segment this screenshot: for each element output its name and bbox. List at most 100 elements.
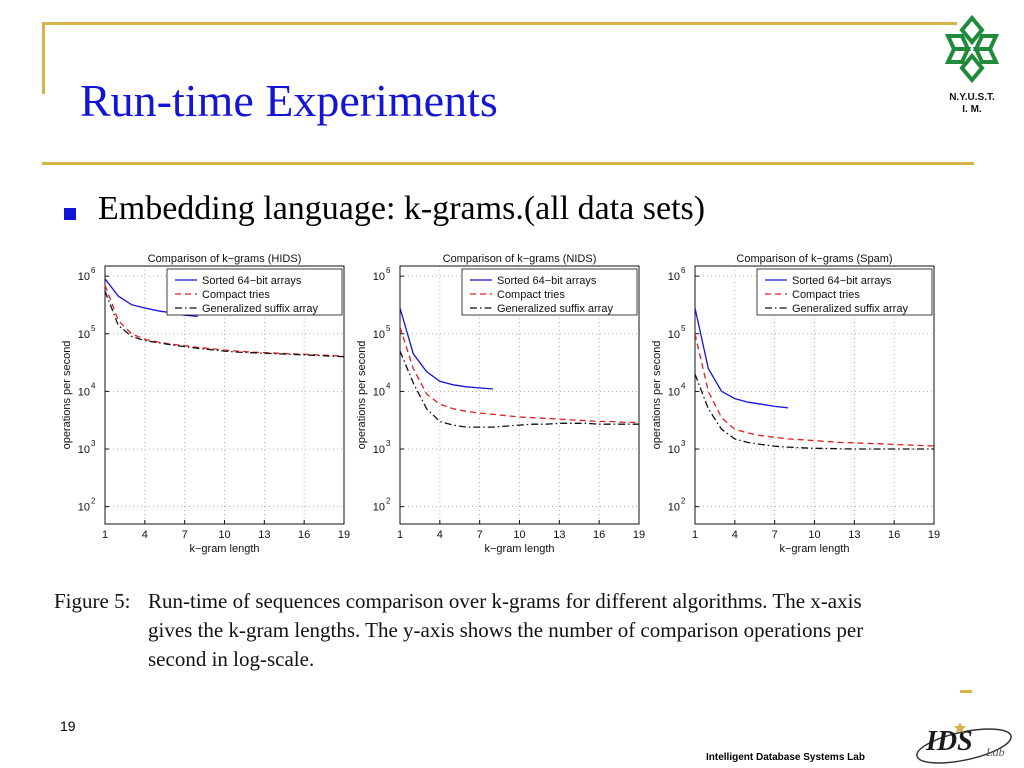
logo-caption-line1: N.Y.U.S.T. <box>949 92 995 103</box>
legend-label: Sorted 64−bit arrays <box>202 275 302 287</box>
y-tick-exponent: 5 <box>681 324 686 333</box>
svg-text:Lab: Lab <box>985 745 1005 759</box>
x-tick-label: 1 <box>397 529 403 541</box>
y-tick-exponent: 2 <box>681 497 686 506</box>
y-tick-exponent: 5 <box>386 324 391 333</box>
page-number: 19 <box>60 718 76 734</box>
chart-nids: Comparison of k−grams (NIDS) 1 4 7 10 13 16 19 1… <box>345 248 647 558</box>
lab-name: Intelligent Database Systems Lab <box>706 752 865 763</box>
series-line-2 <box>104 290 345 358</box>
caption-label: Figure 5: <box>54 589 131 613</box>
chart-title: Comparison of k−grams (NIDS) <box>443 253 597 265</box>
x-tick-label: 10 <box>808 529 820 541</box>
x-tick-label: 1 <box>102 529 108 541</box>
logo-caption-line2: I. M. <box>962 104 982 115</box>
y-tick-label: 10 <box>668 329 680 341</box>
y-axis-label: operations per second <box>356 341 368 450</box>
y-tick-label: 10 <box>668 502 680 514</box>
y-tick-exponent: 2 <box>91 497 96 506</box>
x-tick-label: 7 <box>477 529 483 541</box>
x-tick-label: 13 <box>848 529 860 541</box>
series-line-2 <box>399 350 639 428</box>
x-axis-label: k−gram length <box>484 543 554 555</box>
x-tick-label: 4 <box>142 529 148 541</box>
caption-line1: Run-time of sequences comparison over k-… <box>148 589 862 613</box>
y-tick-exponent: 6 <box>681 266 686 275</box>
y-tick-label: 10 <box>78 386 90 398</box>
legend-box <box>461 268 638 316</box>
x-tick-label: 1 <box>692 529 698 541</box>
x-tick-label: 10 <box>513 529 525 541</box>
x-tick-label: 4 <box>437 529 443 541</box>
y-tick-label: 10 <box>373 271 385 283</box>
legend-box <box>166 268 343 316</box>
bullet-text: Embedding language: k-grams.(all data se… <box>98 190 706 227</box>
x-tick-label: 7 <box>182 529 188 541</box>
slide-title: Run-time Experiments <box>80 75 498 126</box>
logo-caption: N.Y.U.S.T. I. M. <box>930 92 1014 116</box>
legend-label: Sorted 64−bit arrays <box>792 275 892 287</box>
y-tick-exponent: 3 <box>91 439 96 448</box>
y-tick-exponent: 3 <box>386 439 391 448</box>
legend-label: Sorted 64−bit arrays <box>497 275 597 287</box>
x-tick-label: 19 <box>338 529 350 541</box>
x-tick-label: 13 <box>553 529 565 541</box>
caption-line2: gives the k-gram lengths. The y-axis sho… <box>148 618 864 642</box>
y-tick-exponent: 6 <box>91 266 96 275</box>
y-tick-exponent: 4 <box>386 381 391 390</box>
y-axis-label: operations per second <box>651 341 663 450</box>
legend-label: Compact tries <box>202 289 270 301</box>
x-tick-label: 16 <box>593 529 605 541</box>
legend-label: Compact tries <box>792 289 860 301</box>
x-tick-label: 19 <box>633 529 645 541</box>
y-tick-label: 10 <box>373 329 385 341</box>
bottom-accent-rule <box>960 690 972 693</box>
legend-label: Generalized suffix array <box>497 303 613 315</box>
bullet-square-icon <box>64 208 76 220</box>
y-tick-exponent: 4 <box>91 381 96 390</box>
x-tick-label: 4 <box>732 529 738 541</box>
y-tick-exponent: 4 <box>681 381 686 390</box>
y-tick-label: 10 <box>78 444 90 456</box>
figure-caption: Figure 5: Run-time of sequences compariso… <box>54 587 954 674</box>
y-tick-label: 10 <box>373 444 385 456</box>
x-axis-label: k−gram length <box>779 543 849 555</box>
y-axis-label: operations per second <box>61 341 73 450</box>
y-tick-exponent: 5 <box>91 324 96 333</box>
x-tick-label: 13 <box>258 529 270 541</box>
x-tick-label: 19 <box>928 529 940 541</box>
series-line-2 <box>694 373 934 450</box>
legend-label: Compact tries <box>497 289 565 301</box>
y-tick-label: 10 <box>668 386 680 398</box>
y-tick-exponent: 2 <box>386 497 391 506</box>
nyust-logo-icon <box>944 14 1000 84</box>
x-tick-label: 10 <box>218 529 230 541</box>
y-tick-label: 10 <box>668 444 680 456</box>
y-tick-label: 10 <box>373 386 385 398</box>
x-tick-label: 7 <box>772 529 778 541</box>
svg-text:IDS: IDS <box>925 726 973 757</box>
title-underline-rule <box>42 162 974 165</box>
x-axis-label: k−gram length <box>189 543 259 555</box>
y-tick-label: 10 <box>78 502 90 514</box>
y-tick-label: 10 <box>668 271 680 283</box>
chart-title: Comparison of k−grams (Spam) <box>736 253 892 265</box>
chart-title: Comparison of k−grams (HIDS) <box>148 253 302 265</box>
y-tick-exponent: 3 <box>681 439 686 448</box>
x-tick-label: 16 <box>888 529 900 541</box>
legend-box <box>756 268 933 316</box>
x-tick-label: 16 <box>298 529 310 541</box>
frame-vertical-rule <box>42 22 45 94</box>
y-tick-label: 10 <box>78 329 90 341</box>
frame-top-rule <box>42 22 957 25</box>
chart-hids: Comparison of k−grams (HIDS) 1 4 7 10 13 16 19 1… <box>50 248 352 558</box>
legend-label: Generalized suffix array <box>202 303 318 315</box>
y-tick-exponent: 6 <box>386 266 391 275</box>
chart-spam: Comparison of k−grams (Spam) 1 4 7 10 13 16 19 1… <box>640 248 942 558</box>
ids-lab-logo-icon: IDS Lab <box>916 722 1012 764</box>
y-tick-label: 10 <box>373 502 385 514</box>
y-tick-label: 10 <box>78 271 90 283</box>
series-line-0 <box>399 307 493 390</box>
series-line-0 <box>694 307 788 409</box>
caption-line3: second in log-scale. <box>148 647 315 671</box>
